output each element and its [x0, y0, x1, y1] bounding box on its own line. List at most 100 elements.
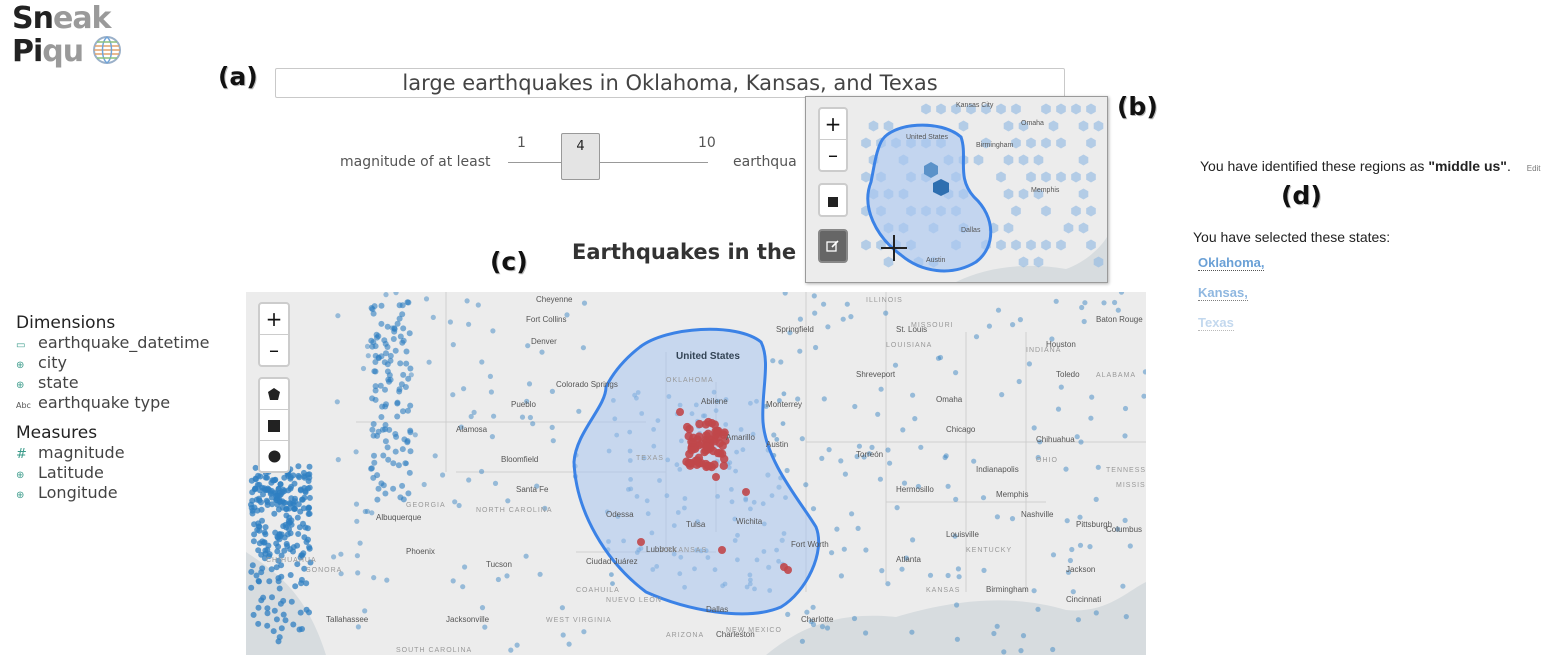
earthquake-point — [885, 581, 891, 587]
earthquake-point — [300, 469, 307, 476]
state-link-oklahoma[interactable]: Oklahoma, — [1198, 254, 1265, 272]
earthquake-point — [688, 438, 698, 447]
earthquake-point — [1069, 546, 1075, 553]
magnitude-slider-handle[interactable]: 4 — [561, 133, 600, 180]
edit-link[interactable]: Edit — [1526, 164, 1541, 173]
hexbin-cell — [1056, 137, 1066, 149]
earthquake-point — [306, 494, 313, 501]
earthquake-point — [394, 399, 401, 406]
annotation-a: (a) — [218, 62, 258, 91]
earthquake-point — [609, 572, 614, 577]
inset-zoom-out-button[interactable]: – — [828, 143, 838, 167]
earthquake-point — [256, 527, 263, 534]
earthquake-point — [1074, 434, 1080, 440]
field-earthquake-type[interactable]: Abc earthquake type — [16, 393, 236, 413]
earthquake-point — [945, 483, 951, 489]
earthquake-point — [566, 641, 572, 647]
draw-polygon-button[interactable] — [260, 379, 288, 410]
earthquake-point — [999, 392, 1005, 398]
earthquake-point — [856, 443, 863, 449]
map-place-label: Indianapolis — [976, 465, 1019, 474]
inset-map[interactable]: United States Dallas Austin Memphis Birmingh… — [805, 96, 1108, 283]
zoom-in-button[interactable]: + — [260, 304, 288, 335]
crosshair-cursor-icon — [881, 235, 907, 261]
field-city[interactable]: ⊕ city — [16, 353, 236, 373]
earthquake-point — [378, 302, 385, 309]
earthquake-point — [301, 565, 308, 572]
hexbin-cell — [973, 154, 984, 166]
earthquake-point — [537, 571, 543, 577]
earthquake-point — [406, 469, 413, 476]
earthquake-map[interactable]: Cheyenne Fort Collins Denver Colorado Sprin… — [246, 292, 1146, 655]
state-link-texas[interactable]: Texas — [1198, 314, 1234, 332]
field-state[interactable]: ⊕ state — [16, 373, 236, 393]
earthquake-point — [287, 572, 294, 578]
earthquake-point — [384, 323, 391, 330]
zoom-out-button[interactable]: – — [269, 338, 279, 362]
map-place-label: Amarillo — [726, 433, 755, 442]
earthquake-point — [821, 301, 827, 307]
earthquake-point — [271, 510, 278, 517]
inset-zoom-in-button[interactable]: + — [820, 109, 846, 140]
hexbin-cell — [1033, 188, 1044, 200]
earthquake-point — [490, 328, 496, 334]
earthquake-point — [371, 452, 377, 459]
field-longitude[interactable]: ⊕ Longitude — [16, 483, 236, 503]
field-earthquake-datetime[interactable]: ▭ earthquake_datetime — [16, 333, 236, 353]
earthquake-point — [390, 460, 397, 467]
hexbin-dark — [933, 179, 949, 196]
hexbin-cell — [868, 120, 879, 132]
map-place-label: Springfield — [776, 325, 814, 334]
field-latitude[interactable]: ⊕ Latitude — [16, 463, 236, 483]
hexbin-cell — [1003, 222, 1014, 234]
earthquake-point — [285, 487, 292, 494]
map-place-label: Ciudad Juárez — [586, 557, 638, 566]
earthquake-point — [271, 607, 278, 614]
earthquake-point — [903, 555, 910, 561]
selected-region-polygon[interactable] — [572, 327, 821, 616]
map-place-label: Dallas — [706, 605, 728, 614]
earthquake-point — [306, 510, 313, 517]
draw-circle-button[interactable] — [260, 441, 288, 471]
earthquake-point — [384, 361, 391, 368]
field-label: magnitude — [38, 443, 125, 462]
field-magnitude[interactable]: # magnitude — [16, 443, 236, 463]
earthquake-point — [265, 486, 272, 493]
earthquake-point — [262, 474, 269, 481]
earthquake-point — [276, 492, 283, 499]
earthquake-point — [260, 491, 266, 498]
earthquake-point — [384, 444, 391, 451]
earthquake-point — [248, 584, 255, 591]
inset-region-polygon[interactable] — [866, 123, 993, 273]
earthquake-point — [407, 365, 414, 372]
query-input[interactable]: large earthquakes in Oklahoma, Kansas, a… — [275, 68, 1065, 98]
map-place-label: Abilene — [701, 397, 728, 406]
edit-shape-button[interactable] — [820, 231, 846, 261]
earthquake-point — [560, 632, 566, 638]
earthquake-point — [251, 531, 258, 538]
inset-rectangle-button[interactable] — [820, 185, 846, 215]
earthquake-point — [1026, 361, 1032, 367]
earthquake-point — [369, 343, 376, 350]
earthquake-point — [303, 580, 310, 587]
earthquake-point — [355, 624, 361, 630]
earthquake-point — [840, 316, 846, 322]
draw-rectangle-button[interactable] — [260, 410, 288, 441]
earthquake-point — [1053, 298, 1059, 304]
map-place-label: Phoenix — [406, 547, 435, 556]
earthquake-point — [379, 403, 386, 410]
inset-edit-tool — [818, 229, 848, 263]
earthquake-point — [763, 403, 769, 409]
hexbin-cell — [883, 120, 894, 132]
inset-map-canvas[interactable]: United States Dallas Austin Memphis Birmingh… — [806, 97, 1107, 282]
earthquake-point — [256, 487, 263, 494]
state-link-kansas[interactable]: Kansas, — [1198, 284, 1248, 302]
earthquake-point — [458, 424, 464, 430]
logo-text-grey-1: eak — [52, 1, 112, 36]
earthquake-point — [372, 396, 379, 403]
map-place-label: Tulsa — [686, 520, 706, 529]
earthquake-point — [298, 580, 305, 587]
map-canvas[interactable]: Cheyenne Fort Collins Denver Colorado Sprin… — [246, 292, 1146, 655]
map-place-label: SONORA — [306, 567, 342, 574]
map-place-label: OHIO — [1036, 457, 1058, 464]
